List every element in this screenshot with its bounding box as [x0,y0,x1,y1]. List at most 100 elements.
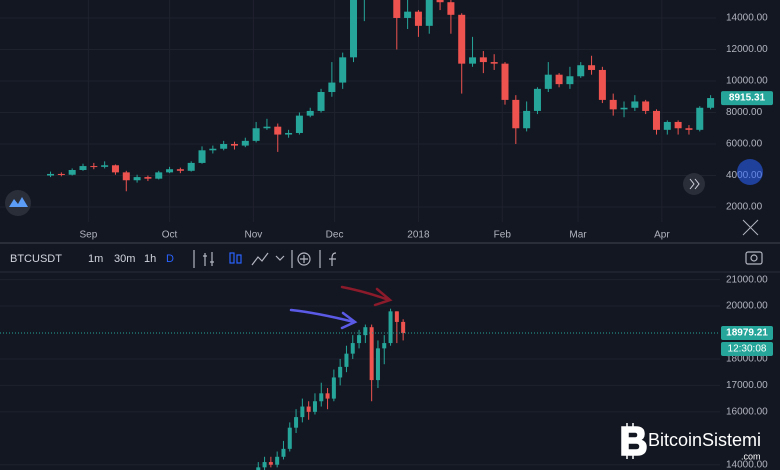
candle-body [209,148,217,151]
candle-body [566,76,574,85]
symbol[interactable]: BTCUSDT [10,253,62,265]
candle-body [300,406,305,418]
watermark-icon [621,423,647,459]
scroll-icon [689,178,700,190]
candle-body [241,140,249,146]
candle-body [344,353,349,367]
price-label: 8915.31 [729,93,766,104]
candle-body [220,144,228,149]
candle-body [90,166,98,168]
candle-body [642,101,650,111]
y-tick-label: 10000.00 [726,76,768,87]
y-tick-label: 6000.00 [726,139,763,150]
candle-body [281,448,286,457]
candle-body [295,115,303,133]
x-tick-label: Apr [654,230,670,241]
candle-body [268,462,273,465]
candle-body [458,14,466,64]
y-tick-label: 12000.00 [726,44,768,55]
candle-body [294,417,299,428]
candle-body [252,128,260,141]
candle-body [350,343,355,354]
candle-body [598,69,606,100]
interval[interactable]: 1m [88,253,103,265]
candle-body [523,110,531,129]
y-tick-label: 20000.00 [726,301,768,312]
logo-button[interactable] [5,190,31,216]
candle-body [57,173,65,175]
candle-body [609,99,617,110]
candle-body [198,150,206,163]
candle-body [685,128,693,130]
candle-body [144,177,152,179]
y-tick-label: 8000.00 [726,107,763,118]
candle-body [357,335,362,344]
candle-body [674,121,682,129]
candle-body [652,110,660,130]
candle-body [287,427,292,449]
candle-body [274,126,282,135]
candle-body [122,172,130,181]
top-plot [0,0,716,222]
candle-body [275,456,280,465]
x-tick-label: Nov [245,230,263,241]
candle-body [328,82,336,93]
x-tick-label: 2018 [407,230,430,241]
candle-body [394,311,399,322]
candle-body [479,57,487,63]
candle-body [533,88,541,111]
candle-body [47,173,55,176]
candle-body [317,92,325,111]
y-tick-label: 18000.00 [726,354,768,365]
x-tick-label: Feb [494,230,512,241]
scroll-button[interactable] [737,159,763,185]
candle-body [285,132,293,135]
candle-body [363,327,368,336]
countdown: 12:30:08 [728,344,767,355]
candle-body [111,165,119,173]
interval[interactable]: 1h [144,253,156,265]
candle-body [490,62,498,64]
candle-body [166,169,174,173]
y-tick-label: 17000.00 [726,380,768,391]
candle-body [230,144,238,146]
watermark: BitcoinSistemi .com [621,423,761,461]
axes: 14000.0012000.0010000.008000.006000.0040… [80,13,773,470]
candle-body [447,2,455,15]
y-tick-label: 16000.00 [726,406,768,417]
annotation-arrow [289,308,358,330]
candle-body [393,0,401,18]
candle-body [388,311,393,344]
toolbar-icons[interactable] [193,250,763,268]
candle-body [319,393,324,402]
interval-active[interactable]: D [166,253,174,265]
close-icon[interactable] [742,219,759,236]
x-tick-label: Dec [326,230,344,241]
candle-body [577,65,585,77]
logo-icon [9,197,28,207]
candle-body [155,172,163,179]
price-label-box [721,91,773,106]
candle-body [350,0,358,58]
candle-body [263,126,271,129]
candle-body [339,57,347,83]
candle-body [631,101,639,108]
x-tick-label: Oct [162,230,178,241]
watermark-domain: .com [741,451,761,461]
y-tick-label: 14000.00 [726,13,768,24]
candle-body [338,366,343,378]
candle-body [401,321,406,334]
countdown-box [721,342,773,357]
candle-body [707,98,715,108]
candle-body [436,0,444,3]
candle-body [696,107,704,130]
price-label: 18979.21 [726,328,768,339]
candle-body [312,401,317,412]
candle-body [414,11,422,26]
price-label-box [721,326,773,341]
interval[interactable]: 30m [114,253,135,265]
candle-body [187,162,195,171]
candle-body [663,121,671,130]
